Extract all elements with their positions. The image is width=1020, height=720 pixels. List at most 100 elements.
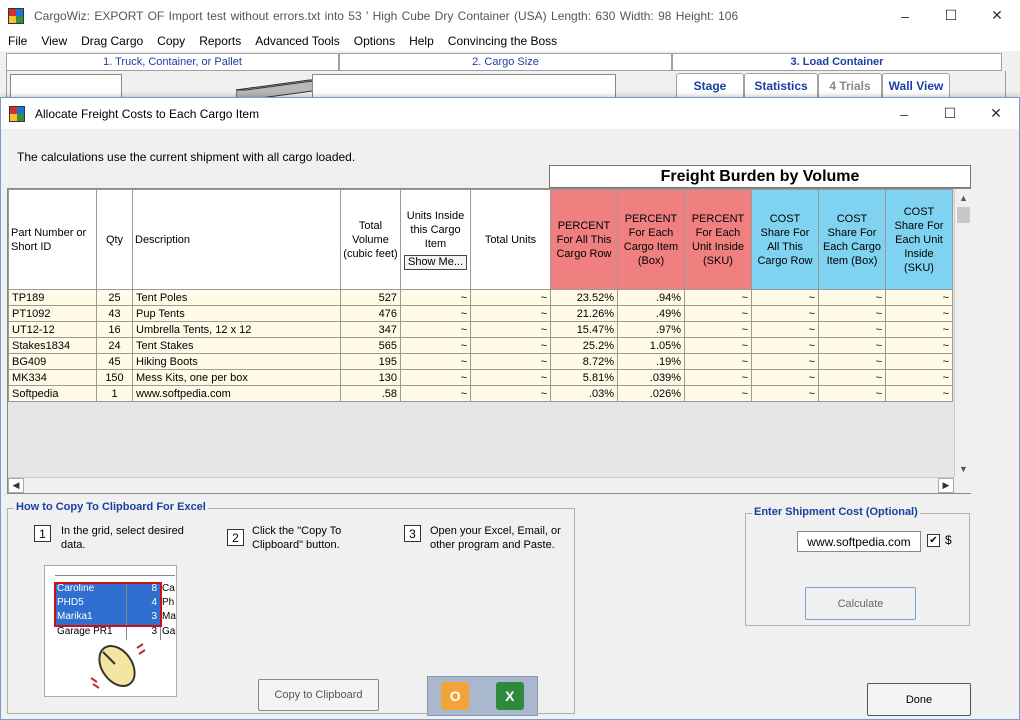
menu-copy[interactable]: Copy [157, 34, 186, 48]
cell-units-inside[interactable]: ~ [400, 305, 471, 322]
table-row[interactable]: PT1092 43 Pup Tents 476 ~ ~ 21.26% .49% … [8, 305, 953, 322]
cell-cost-row[interactable]: ~ [751, 305, 819, 322]
cell-qty[interactable]: 1 [96, 385, 133, 402]
cell-units-inside[interactable]: ~ [400, 337, 471, 354]
cell-part[interactable]: Stakes1834 [8, 337, 97, 354]
tab-statistics[interactable]: Statistics [744, 73, 818, 97]
col-percent-row[interactable]: PERCENT For All This Cargo Row [550, 189, 618, 290]
grid-vertical-scrollbar[interactable]: ▲ ▼ [954, 189, 971, 477]
cell-volume[interactable]: 527 [340, 289, 401, 306]
cell-percent-row[interactable]: 8.72% [550, 353, 618, 370]
calculate-button[interactable]: Calculate [805, 587, 916, 620]
cell-percent-sku[interactable]: ~ [684, 337, 752, 354]
shipment-cost-input[interactable]: www.softpedia.com [797, 531, 921, 552]
cell-percent-row[interactable]: 5.81% [550, 369, 618, 386]
cell-cost-row[interactable]: ~ [751, 337, 819, 354]
currency-checkbox[interactable]: ✔ [927, 534, 940, 547]
cell-percent-box[interactable]: 1.05% [617, 337, 685, 354]
cell-volume[interactable]: 347 [340, 321, 401, 338]
tab-wall-view[interactable]: Wall View [882, 73, 950, 97]
cell-part[interactable]: TP189 [8, 289, 97, 306]
cell-percent-box[interactable]: .97% [617, 321, 685, 338]
cell-cost-row[interactable]: ~ [751, 353, 819, 370]
cell-qty[interactable]: 45 [96, 353, 133, 370]
grid-horizontal-scrollbar[interactable]: ◀ ▶ [8, 477, 954, 493]
cell-units-inside[interactable]: ~ [400, 369, 471, 386]
cell-percent-box[interactable]: .49% [617, 305, 685, 322]
cell-percent-sku[interactable]: ~ [684, 305, 752, 322]
tab-4-trials[interactable]: 4 Trials [818, 73, 882, 97]
col-percent-box[interactable]: PERCENT For Each Cargo Item (Box) [617, 189, 685, 290]
vertical-scroll-thumb[interactable] [957, 207, 970, 223]
cell-total-units[interactable]: ~ [470, 353, 551, 370]
cell-desc[interactable]: www.softpedia.com [132, 385, 341, 402]
table-row[interactable]: UT12-12 16 Umbrella Tents, 12 x 12 347 ~… [8, 321, 953, 338]
cell-cost-row[interactable]: ~ [751, 321, 819, 338]
menu-help[interactable]: Help [409, 34, 434, 48]
cell-percent-row[interactable]: 23.52% [550, 289, 618, 306]
table-row[interactable]: BG409 45 Hiking Boots 195 ~ ~ 8.72% .19%… [8, 353, 953, 370]
cell-percent-box[interactable]: .039% [617, 369, 685, 386]
cell-desc[interactable]: Pup Tents [132, 305, 341, 322]
cell-part[interactable]: PT1092 [8, 305, 97, 322]
cell-cost-row[interactable]: ~ [751, 369, 819, 386]
cell-total-units[interactable]: ~ [470, 321, 551, 338]
menu-view[interactable]: View [41, 34, 68, 48]
cell-cost-box[interactable]: ~ [818, 369, 886, 386]
col-cost-sku[interactable]: COST Share For Each Unit Inside (SKU) [885, 189, 953, 290]
copy-to-clipboard-button[interactable]: Copy to Clipboard [258, 679, 379, 711]
cell-percent-box[interactable]: .19% [617, 353, 685, 370]
cell-units-inside[interactable]: ~ [400, 385, 471, 402]
table-row[interactable]: Stakes1834 24 Tent Stakes 565 ~ ~ 25.2% … [8, 337, 953, 354]
cell-desc[interactable]: Tent Stakes [132, 337, 341, 354]
dialog-minimize-button[interactable]: – [900, 105, 908, 122]
cell-qty[interactable]: 24 [96, 337, 133, 354]
cell-cost-box[interactable]: ~ [818, 321, 886, 338]
cell-total-units[interactable]: ~ [470, 385, 551, 402]
scroll-left-arrow-icon[interactable]: ◀ [8, 478, 24, 493]
cell-percent-sku[interactable]: ~ [684, 321, 752, 338]
dialog-close-button[interactable]: ✕ [990, 105, 1002, 121]
cell-cost-box[interactable]: ~ [818, 385, 886, 402]
cell-qty[interactable]: 16 [96, 321, 133, 338]
cell-percent-box[interactable]: .94% [617, 289, 685, 306]
cell-total-units[interactable]: ~ [470, 289, 551, 306]
menu-options[interactable]: Options [353, 34, 396, 48]
freight-grid[interactable]: Part Number or Short ID Qty Description … [7, 188, 971, 494]
table-row[interactable]: Softpedia 1 www.softpedia.com .58 ~ ~ .0… [8, 385, 953, 402]
menu-file[interactable]: File [8, 34, 28, 48]
cell-qty[interactable]: 150 [96, 369, 133, 386]
cell-percent-sku[interactable]: ~ [684, 369, 752, 386]
cell-percent-sku[interactable]: ~ [684, 289, 752, 306]
table-row[interactable]: MK334 150 Mess Kits, one per box 130 ~ ~… [8, 369, 953, 386]
scroll-down-arrow-icon[interactable]: ▼ [959, 463, 968, 474]
cell-cost-sku[interactable]: ~ [885, 289, 953, 306]
cell-qty[interactable]: 25 [96, 289, 133, 306]
cell-units-inside[interactable]: ~ [400, 321, 471, 338]
cell-desc[interactable]: Tent Poles [132, 289, 341, 306]
cell-cost-box[interactable]: ~ [818, 305, 886, 322]
tab-stage[interactable]: Stage [676, 73, 744, 97]
cell-volume[interactable]: 195 [340, 353, 401, 370]
col-part-number[interactable]: Part Number or Short ID [8, 189, 97, 290]
menu-convincing-the-boss[interactable]: Convincing the Boss [447, 34, 558, 48]
cell-cost-row[interactable]: ~ [751, 385, 819, 402]
col-percent-sku[interactable]: PERCENT For Each Unit Inside (SKU) [684, 189, 752, 290]
cell-cost-box[interactable]: ~ [818, 353, 886, 370]
table-row[interactable]: TP189 25 Tent Poles 527 ~ ~ 23.52% .94% … [8, 289, 953, 306]
cell-cost-box[interactable]: ~ [818, 289, 886, 306]
cell-volume[interactable]: 565 [340, 337, 401, 354]
cell-percent-row[interactable]: .03% [550, 385, 618, 402]
menu-advanced-tools[interactable]: Advanced Tools [255, 34, 340, 48]
cell-percent-box[interactable]: .026% [617, 385, 685, 402]
cell-percent-sku[interactable]: ~ [684, 353, 752, 370]
cell-total-units[interactable]: ~ [470, 305, 551, 322]
cell-cost-sku[interactable]: ~ [885, 305, 953, 322]
col-total-units[interactable]: Total Units [470, 189, 551, 290]
cell-volume[interactable]: 130 [340, 369, 401, 386]
menu-drag-cargo[interactable]: Drag Cargo [81, 34, 144, 48]
cell-percent-row[interactable]: 25.2% [550, 337, 618, 354]
maximize-button[interactable]: ☐ [944, 7, 958, 23]
cell-cost-sku[interactable]: ~ [885, 385, 953, 402]
col-description[interactable]: Description [132, 189, 341, 290]
